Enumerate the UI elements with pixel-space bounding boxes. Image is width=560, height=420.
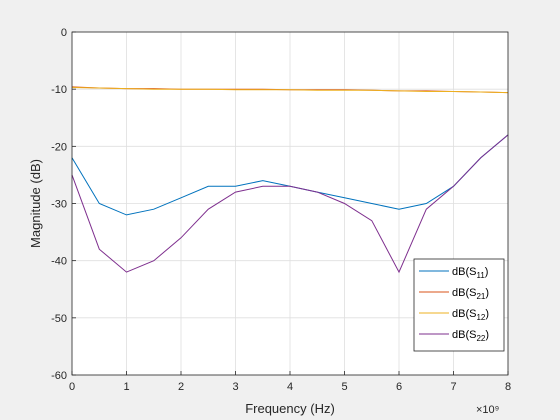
y-tick-label: -40 (51, 256, 67, 268)
series-line-dbs12 (71, 87, 509, 94)
x-tick-label: 3 (232, 381, 238, 393)
legend-entry: dB(S11) (452, 266, 488, 280)
legend-entry: dB(S12) (452, 308, 489, 322)
y-tick-label: -10 (51, 84, 67, 96)
x-tick-label: 1 (123, 381, 129, 393)
x-tick-label: 8 (505, 381, 511, 393)
series-line-dbs22 (71, 134, 509, 274)
legend-entry: dB(S21) (452, 287, 489, 301)
y-tick-label: 0 (61, 27, 67, 39)
x-tick-label: 0 (69, 381, 75, 393)
x-tick-label: 4 (287, 381, 293, 393)
legend: dB(S11) dB(S21) dB(S12) dB(S22) (413, 258, 505, 352)
y-tick-label: -30 (51, 199, 67, 211)
x-tick-label: 7 (450, 381, 456, 393)
y-tick-label: -60 (51, 370, 67, 382)
x-tick-label: 6 (396, 381, 402, 393)
tick-group: 0 1 2 3 4 5 6 7 8 0 -10 -20 -30 -40 -50 -60 (51, 27, 511, 393)
y-tick-label: -20 (51, 141, 67, 153)
series-group (71, 86, 509, 274)
x-axis-label: Frequency (Hz) (245, 401, 335, 416)
x-tick-label: 2 (178, 381, 184, 393)
x-exponent-label: ×10⁹ (476, 404, 499, 416)
legend-box (413, 258, 505, 352)
y-tick-label: -50 (51, 313, 67, 325)
x-tick-label: 5 (341, 381, 347, 393)
legend-entry: dB(S22) (452, 329, 489, 343)
y-axis-label: Magnitude (dB) (28, 159, 43, 248)
